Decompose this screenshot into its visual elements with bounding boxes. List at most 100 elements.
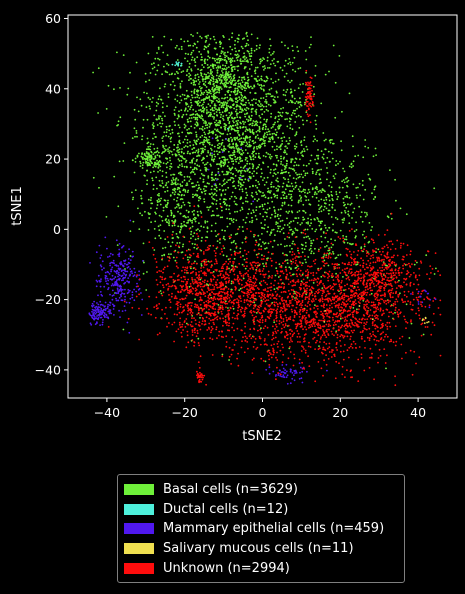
point-basal (261, 205, 264, 208)
point-basal (209, 163, 212, 166)
point-basal (218, 85, 220, 88)
point-basal (192, 108, 195, 111)
point-basal (265, 119, 268, 121)
point-unknown (291, 298, 294, 301)
point-basal (371, 226, 373, 228)
point-unknown (322, 346, 325, 349)
point-mammary (211, 137, 214, 140)
point-unknown (328, 316, 331, 319)
point-basal (342, 221, 344, 224)
point-basal (198, 115, 201, 118)
point-unknown (296, 291, 299, 294)
point-unknown (326, 290, 329, 293)
point-mammary (306, 370, 308, 373)
point-mammary (111, 294, 114, 297)
point-basal (292, 177, 295, 180)
point-basal (158, 58, 161, 61)
point-unknown (362, 294, 364, 297)
point-basal (195, 135, 198, 138)
point-mammary (128, 262, 131, 265)
point-basal (233, 200, 236, 203)
point-basal (282, 107, 285, 109)
point-basal (165, 176, 168, 179)
point-basal (244, 66, 246, 69)
point-mammary (96, 309, 99, 311)
point-unknown (244, 335, 247, 338)
point-basal (204, 58, 207, 61)
point-basal (194, 116, 197, 119)
point-basal (213, 104, 216, 107)
point-basal (279, 111, 281, 114)
point-basal (210, 165, 212, 167)
point-basal (263, 177, 266, 179)
point-basal (229, 223, 231, 225)
point-mammary (120, 285, 122, 288)
point-unknown (188, 240, 191, 243)
point-basal (225, 68, 227, 71)
point-basal (390, 217, 393, 220)
point-unknown (219, 307, 222, 310)
point-basal (332, 175, 335, 178)
point-basal (328, 184, 330, 187)
point-basal (273, 96, 276, 98)
point-basal (117, 120, 120, 123)
point-basal (173, 144, 176, 146)
point-unknown (330, 302, 333, 305)
point-unknown (388, 265, 391, 268)
point-basal (226, 117, 229, 119)
point-unknown (199, 296, 202, 299)
point-basal (177, 183, 179, 185)
point-basal (299, 97, 301, 100)
point-unknown (380, 253, 383, 256)
point-basal (230, 77, 233, 79)
point-basal (202, 156, 205, 159)
point-basal (245, 32, 248, 35)
point-basal (295, 133, 298, 135)
point-unknown (254, 264, 257, 267)
point-basal (230, 58, 233, 61)
point-basal (210, 173, 213, 176)
point-basal (282, 252, 284, 255)
point-basal (210, 68, 212, 71)
point-basal (214, 134, 217, 136)
point-basal (178, 151, 180, 154)
point-mammary (286, 382, 289, 385)
point-basal (184, 161, 187, 163)
point-basal (217, 167, 220, 170)
point-basal (241, 241, 244, 244)
point-mammary (118, 296, 121, 299)
point-unknown (200, 380, 203, 383)
point-basal (262, 192, 264, 194)
point-basal (271, 145, 274, 148)
point-basal (344, 238, 346, 241)
point-basal (181, 181, 184, 183)
point-basal (168, 146, 171, 149)
point-mammary (95, 311, 98, 314)
point-unknown (342, 336, 345, 339)
point-basal (240, 97, 243, 99)
point-basal (238, 151, 241, 154)
point-basal (330, 246, 333, 249)
point-unknown (312, 274, 315, 277)
point-basal (152, 127, 155, 130)
point-basal (258, 163, 261, 166)
point-basal (190, 90, 193, 93)
point-mammary (285, 376, 288, 379)
point-unknown (320, 313, 323, 316)
point-basal (328, 139, 331, 142)
point-mammary (120, 293, 122, 296)
point-basal (226, 67, 228, 69)
point-basal (158, 115, 160, 117)
point-basal (242, 167, 245, 169)
point-basal (346, 195, 348, 197)
point-basal (224, 77, 227, 79)
point-mammary (112, 259, 115, 262)
point-basal (208, 129, 211, 132)
point-basal (362, 156, 365, 159)
point-basal (308, 46, 311, 49)
point-mammary (88, 313, 91, 316)
point-basal (214, 222, 217, 225)
point-basal (202, 181, 205, 183)
point-basal (116, 51, 118, 54)
point-basal (154, 237, 157, 240)
